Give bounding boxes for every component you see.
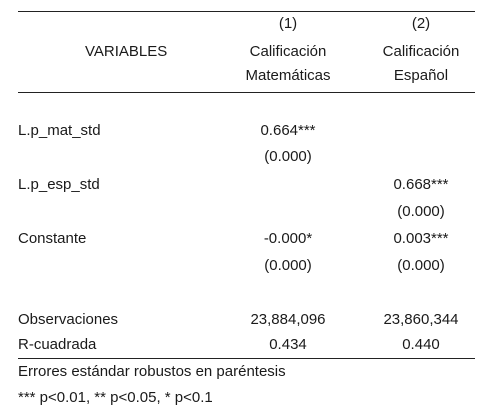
note-robust-errors: Errores estándar robustos en paréntesis — [18, 363, 286, 381]
col1-title-line1: Calificación — [228, 43, 348, 61]
stat-obs-col2: 23,860,344 — [365, 311, 477, 329]
col2-number: (2) — [365, 15, 477, 33]
stat-label-r-cuadrada: R-cuadrada — [18, 336, 96, 354]
row-mat-col1-coef: 0.664*** — [228, 122, 348, 140]
bottom-rule — [18, 358, 475, 359]
row-label-esp: L.p_esp_std — [18, 176, 100, 194]
col1-title-line2: Matemáticas — [228, 67, 348, 85]
row-esp-col2-coef: 0.668*** — [365, 176, 477, 194]
row-const-col2-p: (0.000) — [365, 257, 477, 275]
stat-label-observaciones: Observaciones — [18, 311, 118, 329]
row-esp-col2-p: (0.000) — [365, 203, 477, 221]
note-significance: *** p<0.01, ** p<0.05, * p<0.1 — [18, 389, 213, 407]
row-const-col1-coef: -0.000* — [228, 230, 348, 248]
stat-obs-col1: 23,884,096 — [228, 311, 348, 329]
row-label-constante: Constante — [18, 230, 86, 248]
col2-title-line1: Calificación — [365, 43, 477, 61]
top-rule — [18, 11, 475, 12]
col1-number: (1) — [228, 15, 348, 33]
col2-title-line2: Español — [365, 67, 477, 85]
row-label-mat: L.p_mat_std — [18, 122, 101, 140]
header-rule — [18, 92, 475, 93]
row-const-col1-p: (0.000) — [228, 257, 348, 275]
stat-r2-col1: 0.434 — [228, 336, 348, 354]
row-mat-col1-p: (0.000) — [228, 148, 348, 166]
variables-header: VARIABLES — [85, 43, 167, 61]
row-const-col2-coef: 0.003*** — [365, 230, 477, 248]
stat-r2-col2: 0.440 — [365, 336, 477, 354]
